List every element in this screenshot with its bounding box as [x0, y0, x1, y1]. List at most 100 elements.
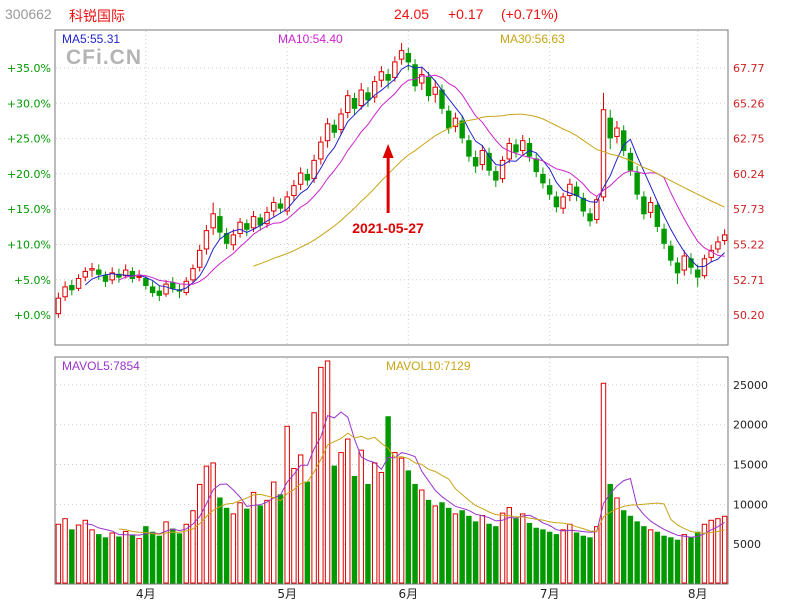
candle-body — [425, 76, 432, 97]
volume-bar — [318, 366, 324, 584]
candle-body — [412, 64, 418, 87]
volume-bar — [681, 534, 687, 584]
candle-body — [96, 269, 102, 275]
candle-body — [190, 268, 196, 281]
month-axis-label: 8月 — [688, 587, 708, 600]
volume-panel-border — [54, 356, 729, 585]
candle-body — [479, 150, 486, 166]
percent-axis-label: +5.0% — [14, 274, 51, 287]
volume-bar — [472, 521, 479, 584]
volume-bar — [230, 513, 237, 584]
candle-body — [614, 127, 620, 137]
volume-bar — [291, 468, 297, 584]
candle-body — [75, 277, 82, 289]
volume-bar — [69, 529, 75, 584]
volume-bar — [345, 438, 351, 584]
main-panel-border — [54, 29, 729, 346]
mavol5-label: MAVOL5:7854 — [62, 359, 140, 373]
candle-body — [526, 142, 533, 157]
volume-axis-label: 5000 — [733, 538, 761, 551]
volume-bar — [445, 507, 452, 584]
candle-body — [513, 144, 519, 153]
last-price: 24.05 — [394, 6, 430, 22]
volume-bar — [459, 510, 465, 584]
ma10-label: MA10:54.40 — [278, 32, 343, 46]
percent-axis-label: +35.0% — [7, 62, 51, 75]
volume-bar — [378, 471, 385, 584]
volume-bar — [257, 505, 263, 584]
percent-axis-label: +25.0% — [7, 133, 51, 146]
volume-bar — [425, 499, 432, 584]
price-axis-label: 50.20 — [733, 309, 765, 322]
price-axis-label: 67.77 — [733, 62, 765, 75]
candle-body — [708, 249, 714, 258]
volume-bar — [560, 529, 566, 584]
candle-body — [291, 185, 297, 197]
volume-bar — [392, 452, 398, 584]
volume-bar — [580, 535, 587, 584]
candle-body — [641, 196, 647, 215]
candle-body — [217, 216, 223, 233]
volume-bar — [620, 510, 627, 584]
volume-bar — [190, 510, 196, 584]
volume-bar — [540, 529, 546, 584]
candle-body — [297, 172, 304, 185]
volume-bar — [284, 425, 290, 584]
ma30-label: MA30:56.63 — [500, 32, 565, 46]
candle-body — [701, 258, 708, 277]
volume-bar — [533, 527, 539, 584]
price-change: +0.17 — [448, 6, 484, 22]
candle-body — [499, 159, 506, 180]
candle-body — [102, 275, 109, 282]
annotation-arrow-head — [382, 144, 394, 158]
stock-name: 科锐国际 — [69, 8, 125, 24]
candle-body — [472, 157, 479, 167]
volume-bar — [513, 518, 519, 584]
volume-bar — [594, 526, 600, 584]
price-axis-label: 62.75 — [733, 133, 765, 146]
candle-body — [634, 172, 640, 195]
volume-bar — [499, 512, 506, 584]
mavol10-label: MAVOL10:7129 — [386, 359, 471, 373]
month-axis-label: 4月 — [136, 587, 156, 600]
candle-body — [405, 52, 412, 63]
volume-bar — [432, 505, 438, 584]
candle-body — [573, 186, 580, 197]
volume-bar — [526, 522, 533, 584]
candle-body — [607, 117, 613, 139]
candle-body — [681, 255, 687, 271]
percent-axis-label: +30.0% — [7, 97, 51, 110]
percent-axis-label: +10.0% — [7, 238, 51, 251]
volume-bar — [129, 534, 136, 584]
volume-bar — [506, 507, 512, 584]
candle-body — [553, 196, 560, 208]
candle-body — [540, 173, 546, 184]
volume-bar — [647, 529, 654, 584]
volume-bar — [244, 508, 250, 584]
candle-body — [546, 185, 553, 195]
candle-body — [378, 71, 385, 81]
volume-bar — [203, 465, 210, 584]
candle-body — [122, 269, 129, 277]
ma5-label: MA5:55.31 — [62, 32, 121, 46]
volume-bar — [701, 523, 708, 584]
mavol5-line — [85, 411, 725, 538]
percent-axis-label: +20.0% — [7, 168, 51, 181]
volume-bar — [634, 521, 640, 584]
volume-bar — [439, 502, 445, 584]
volume-bar — [311, 412, 317, 584]
volume-bar — [75, 524, 82, 584]
volume-bar — [466, 515, 472, 584]
volume-bar — [587, 537, 593, 584]
candle-body — [493, 171, 499, 181]
volume-bar — [156, 535, 163, 584]
price-axis-label: 55.22 — [733, 238, 765, 251]
candle-body — [587, 213, 593, 222]
candle-body — [237, 221, 243, 234]
volume-bar — [297, 454, 304, 584]
volume-bar — [546, 531, 553, 584]
candle-body — [264, 211, 270, 225]
candle-body — [419, 74, 425, 84]
candle-body — [620, 130, 627, 152]
